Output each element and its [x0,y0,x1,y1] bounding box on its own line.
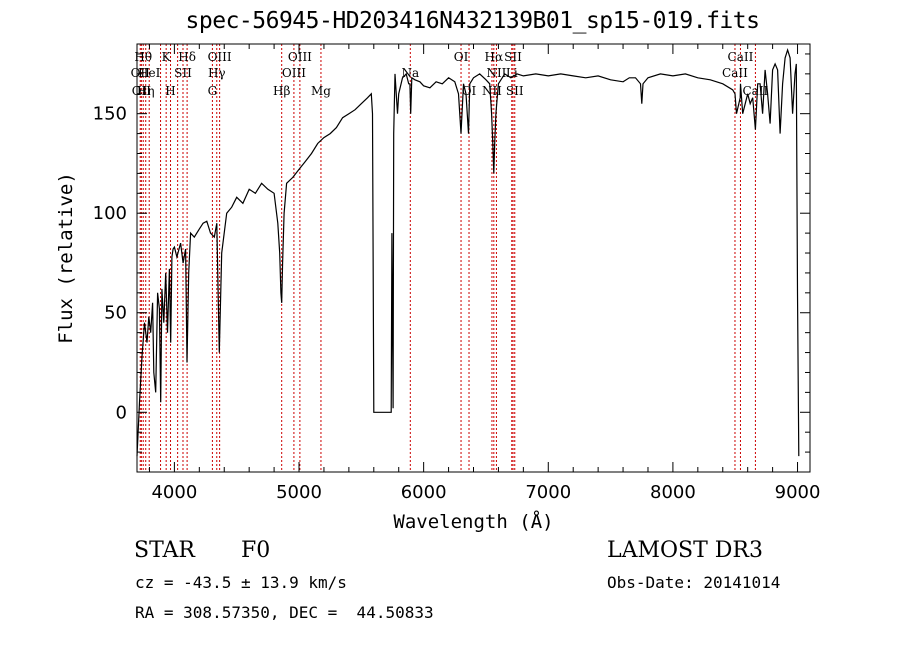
x-tick-label: 9000 [775,482,821,503]
object-subclass: F0 [241,538,271,563]
y-tick-label: 100 [93,203,127,224]
line-marker-label: K [162,50,172,64]
line-marker-label: Hη [137,84,155,98]
x-tick-label: 6000 [401,482,447,503]
survey-name: LAMOST DR3 [607,538,763,563]
redshift-cz: cz = -43.5 ± 13.9 km/s [135,573,347,592]
spectrum-line [136,48,800,457]
line-marker-label: Hγ [208,66,226,80]
x-tick-label: 7000 [525,482,571,503]
line-marker-label: NII [486,66,506,80]
line-marker-label: CaII [728,50,754,64]
line-marker-label: Hδ [178,50,196,64]
line-marker-label: Li [506,66,518,80]
line-marker-label: OIII [282,66,306,80]
line-marker-label: SII [174,66,192,80]
line-marker-label: G [208,84,218,98]
line-marker-label: Hβ [273,84,290,98]
line-marker-label: OIII [288,50,312,64]
line-marker-label: OII [131,66,151,80]
line-marker-label: Mg [311,84,331,98]
line-marker-label: SII [506,84,524,98]
object-class: STAR [134,538,195,563]
line-marker-label: Na [401,66,419,80]
x-tick-label: 5000 [276,482,322,503]
ra-dec: RA = 308.57350, DEC = 44.50833 [135,603,434,622]
x-axis-ticks: 4000 5000 6000 7000 8000 9000 [148,44,821,503]
y-tick-label: 150 [93,104,127,125]
observation-date: Obs-Date: 20141014 [607,573,781,592]
plot-frame [136,43,811,473]
y-axis-ticks: 0 50 100 150 [93,53,810,453]
line-marker-label: NII [482,84,502,98]
line-marker-label: CaII [742,84,768,98]
y-tick-label: 0 [116,402,127,423]
y-tick-label: 50 [104,303,127,324]
line-marker-labels: OIIOIIHθHηHeIKHSIIHδGHγOIIIHβOIIIOIIIMgN… [131,50,769,98]
y-axis-label: Flux (relative) [55,172,77,344]
line-marker-label: OIII [208,50,232,64]
line-marker-label: H [165,84,175,98]
line-marker-label: SII [504,50,522,64]
x-axis-label: Wavelength (Å) [393,510,553,533]
line-markers [139,44,756,472]
x-tick-label: 4000 [151,482,197,503]
line-marker-label: HeI [138,66,161,80]
line-marker-label: Hα [485,50,504,64]
line-marker-label: OI [454,50,469,64]
x-tick-label: 8000 [650,482,696,503]
chart-title: spec-56945-HD203416N432139B01_sp15-019.f… [185,8,760,34]
line-marker-label: CaII [722,66,748,80]
